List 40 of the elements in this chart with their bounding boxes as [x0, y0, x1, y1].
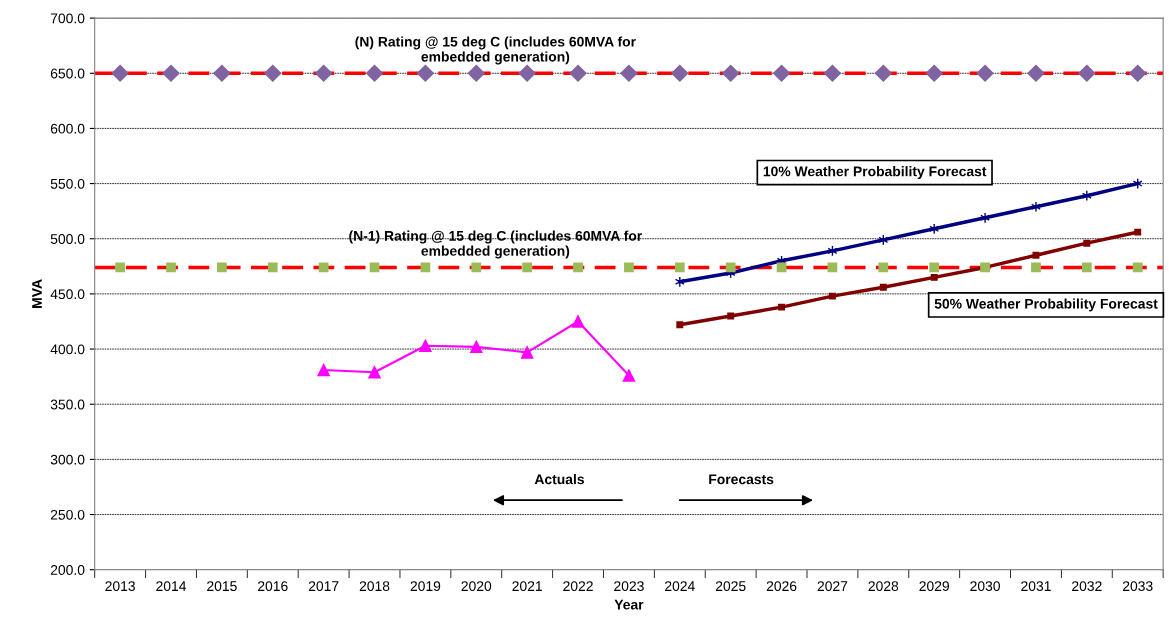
ref-line-label: (N-1) Rating @ 15 deg C (includes 60MVA for embedded generation)	[349, 230, 642, 259]
x-tick-label: 2033	[1122, 581, 1153, 592]
x-tick-label: 2032	[1072, 581, 1102, 592]
y-tick-label: 400.0	[50, 344, 85, 355]
x-tick-label: 2028	[868, 581, 899, 592]
x-tick-label: 2017	[308, 581, 339, 592]
x-tick-label: 2013	[105, 581, 135, 592]
y-tick-label: 550.0	[50, 178, 85, 189]
y-tick-label: 700.0	[50, 13, 85, 24]
x-tick-label: 2025	[715, 581, 746, 592]
text: 10% Weather Probability Forecast	[763, 166, 987, 180]
x-tick-label: 2020	[461, 581, 492, 592]
x-tick-label: 2014	[156, 581, 187, 592]
x-tick-label: 2016	[258, 581, 288, 592]
x-tick-label: 2022	[563, 581, 593, 592]
ref-line-label: (N) Rating @ 15 deg C (includes 60MVA for embedded generation)	[355, 36, 636, 65]
y-tick-label: 350.0	[50, 399, 85, 410]
annotation: Forecasts	[709, 474, 774, 485]
x-tick-label: 2031	[1021, 581, 1051, 592]
x-tick-label: 2015	[207, 581, 237, 592]
x-tick-label: 2023	[614, 581, 644, 592]
y-tick-label: 300.0	[50, 454, 85, 465]
annotation: Actuals	[534, 474, 584, 485]
x-tick-label: 2024	[665, 581, 695, 592]
x-axis-title: Year	[614, 599, 644, 610]
y-tick-label: 450.0	[50, 289, 85, 300]
x-tick-label: 2027	[817, 581, 848, 592]
x-tick-label: 2029	[919, 581, 949, 592]
x-tick-label: 2030	[970, 581, 1000, 592]
x-tick-label: 2019	[410, 581, 441, 592]
y-tick-label: 500.0	[50, 234, 85, 244]
y-tick-label: 600.0	[50, 123, 85, 134]
x-tick-label: 2026	[766, 581, 797, 592]
x-tick-label: 2018	[359, 581, 390, 592]
y-axis-title: MVA	[32, 279, 42, 308]
y-tick-label: 250.0	[50, 509, 85, 520]
y-tick-label: 200.0	[50, 565, 85, 575]
x-tick-label: 2021	[512, 581, 542, 592]
series-label: 50% Weather Probability Forecast	[934, 298, 1158, 312]
y-tick-label: 650.0	[50, 68, 85, 79]
